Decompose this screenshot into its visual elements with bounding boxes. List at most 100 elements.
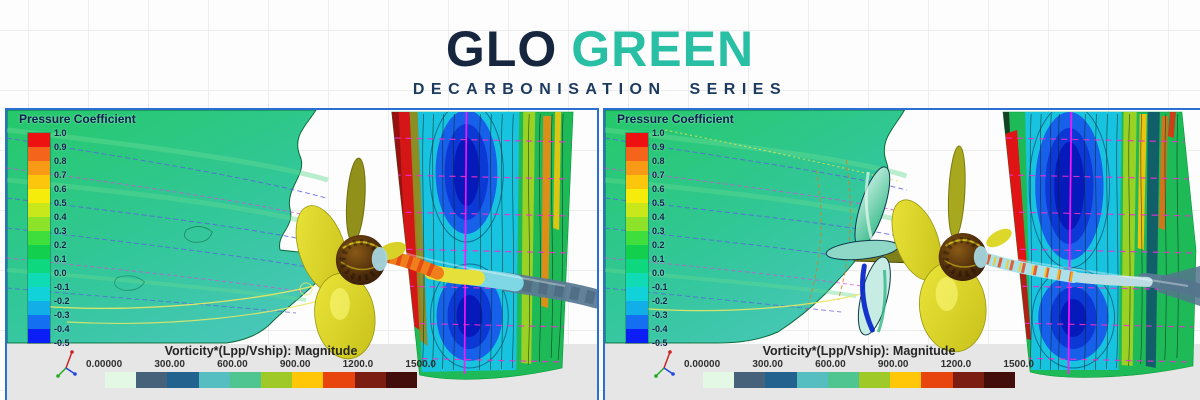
pc-tick: 0.0 (54, 268, 67, 278)
axis-triad-icon (56, 350, 77, 378)
brand-subtitle: DECARBONISATION SERIES (412, 81, 788, 98)
colorbar-ticks: 0.00000 300.00 600.00 900.00 1200.0 1500.0 (85, 359, 437, 370)
pc-tick: -0.4 (54, 324, 70, 334)
color-segment (28, 217, 50, 231)
pc-tick: 0.1 (652, 254, 665, 264)
propeller (891, 145, 1012, 353)
color-segment (626, 273, 648, 287)
propeller (295, 157, 407, 360)
pc-tick: 0.5 (54, 198, 67, 208)
pc-tick: -0.1 (54, 282, 70, 292)
vort-tick: 1500.0 (405, 359, 436, 370)
color-segment (626, 245, 648, 259)
color-segment (626, 287, 648, 301)
pc-tick: 0.1 (54, 254, 67, 264)
pressure-coefficient-legend: Pressure Coefficient 1.0 0.9 0.8 0.7 0.6 0.5 0… (617, 112, 734, 348)
color-segment (28, 161, 50, 175)
color-segment (28, 301, 50, 315)
colorbar-ticks: 0.00000 300.00 600.00 900.00 1200.0 1500.0 (683, 359, 1035, 370)
axis-triad-icon (654, 350, 675, 378)
color-segment (261, 372, 293, 388)
banner-header: GLO GREEN DECARBONISATION SERIES (0, 24, 1200, 99)
vort-tick: 1500.0 (1003, 359, 1034, 370)
pc-tick: -0.5 (54, 338, 70, 348)
color-segment (28, 329, 50, 343)
esd-fins (825, 166, 899, 336)
rudder-contour (391, 111, 574, 380)
legend-ticks: 1.0 0.9 0.8 0.7 0.6 0.5 0.4 0.3 0.2 0.1 0.0 -0.1 -0.… (652, 128, 668, 348)
propeller-hub (335, 235, 386, 285)
color-segment (952, 372, 984, 388)
pc-tick: 1.0 (652, 128, 665, 138)
vort-tick: 1200.0 (940, 359, 972, 370)
vorticity-colorbar: Vorticity*(Lpp/Vship): Magnitude 0.00000… (683, 344, 1035, 388)
legend-ticks: 1.0 0.9 0.8 0.7 0.6 0.5 0.4 0.3 0.2 0.1 0.0 -0.1 -0.… (54, 128, 70, 348)
color-segment (890, 372, 922, 388)
color-segment (28, 259, 50, 273)
vort-tick: 900.00 (279, 359, 311, 370)
color-segment (385, 372, 418, 388)
pc-tick: 0.5 (652, 198, 665, 208)
color-segment (765, 372, 797, 388)
color-segment (292, 372, 324, 388)
color-segment (28, 147, 50, 161)
color-segment (136, 372, 168, 388)
color-segment (983, 372, 1016, 388)
rudder-contour (1002, 111, 1197, 378)
color-segment (626, 217, 648, 231)
vort-tick: 300.00 (154, 359, 185, 370)
color-segment (921, 372, 953, 388)
color-segment (703, 372, 735, 388)
vort-tick: 900.00 (877, 359, 909, 370)
vort-tick: 1200.0 (342, 359, 374, 370)
propeller-hub (938, 233, 987, 281)
color-segment (28, 175, 50, 189)
pc-tick: 0.6 (652, 184, 665, 194)
colorbar-color-bar (703, 372, 1016, 388)
color-segment (28, 273, 50, 287)
color-segment (734, 372, 766, 388)
pc-tick: 0.2 (54, 240, 67, 250)
pc-tick: 1.0 (54, 128, 67, 138)
color-segment (198, 372, 230, 388)
vort-tick: 0.00000 (86, 359, 123, 370)
pc-tick: 0.0 (652, 268, 665, 278)
color-segment (796, 372, 828, 388)
pc-tick: -0.5 (652, 338, 668, 348)
color-segment (626, 301, 648, 315)
pc-tick: 0.9 (652, 142, 665, 152)
pc-tick: -0.2 (652, 296, 668, 306)
color-segment (28, 287, 50, 301)
pc-tick: -0.4 (652, 324, 668, 334)
cfd-panel-left: Pressure Coefficient 1.0 0.9 0.8 0.7 0.6 0.5 0… (5, 108, 599, 400)
color-segment (28, 315, 50, 329)
pc-tick: 0.2 (652, 240, 665, 250)
pressure-coefficient-legend: Pressure Coefficient 1.0 0.9 0.8 0.7 0.6 0.5 0… (19, 112, 136, 348)
color-segment (28, 189, 50, 203)
legend-title: Pressure Coefficient (19, 112, 136, 126)
pc-tick: 0.8 (652, 156, 665, 166)
color-segment (626, 231, 648, 245)
pc-tick: 0.8 (54, 156, 67, 166)
vorticity-colorbar: Vorticity*(Lpp/Vship): Magnitude 0.00000… (85, 344, 437, 388)
brand-title-green: GREEN (571, 21, 755, 77)
vort-tick: 300.00 (752, 359, 783, 370)
pc-tick: -0.3 (54, 310, 70, 320)
color-segment (859, 372, 891, 388)
color-segment (626, 259, 648, 273)
pc-tick: 0.3 (652, 226, 665, 236)
hub-vortex-tube (980, 253, 1200, 306)
pc-tick: -0.2 (54, 296, 70, 306)
cfd-scene-left (7, 110, 597, 400)
color-segment (626, 329, 648, 343)
pc-tick: 0.6 (54, 184, 67, 194)
color-segment (626, 175, 648, 189)
pc-tick: 0.9 (54, 142, 67, 152)
pc-tick: 0.7 (54, 170, 67, 180)
pc-tick: 0.3 (54, 226, 67, 236)
color-segment (28, 203, 50, 217)
colorbar-color-bar (105, 372, 418, 388)
pc-tick: -0.1 (652, 282, 668, 292)
brand-title-glo: GLO (445, 21, 558, 77)
color-segment (28, 231, 50, 245)
